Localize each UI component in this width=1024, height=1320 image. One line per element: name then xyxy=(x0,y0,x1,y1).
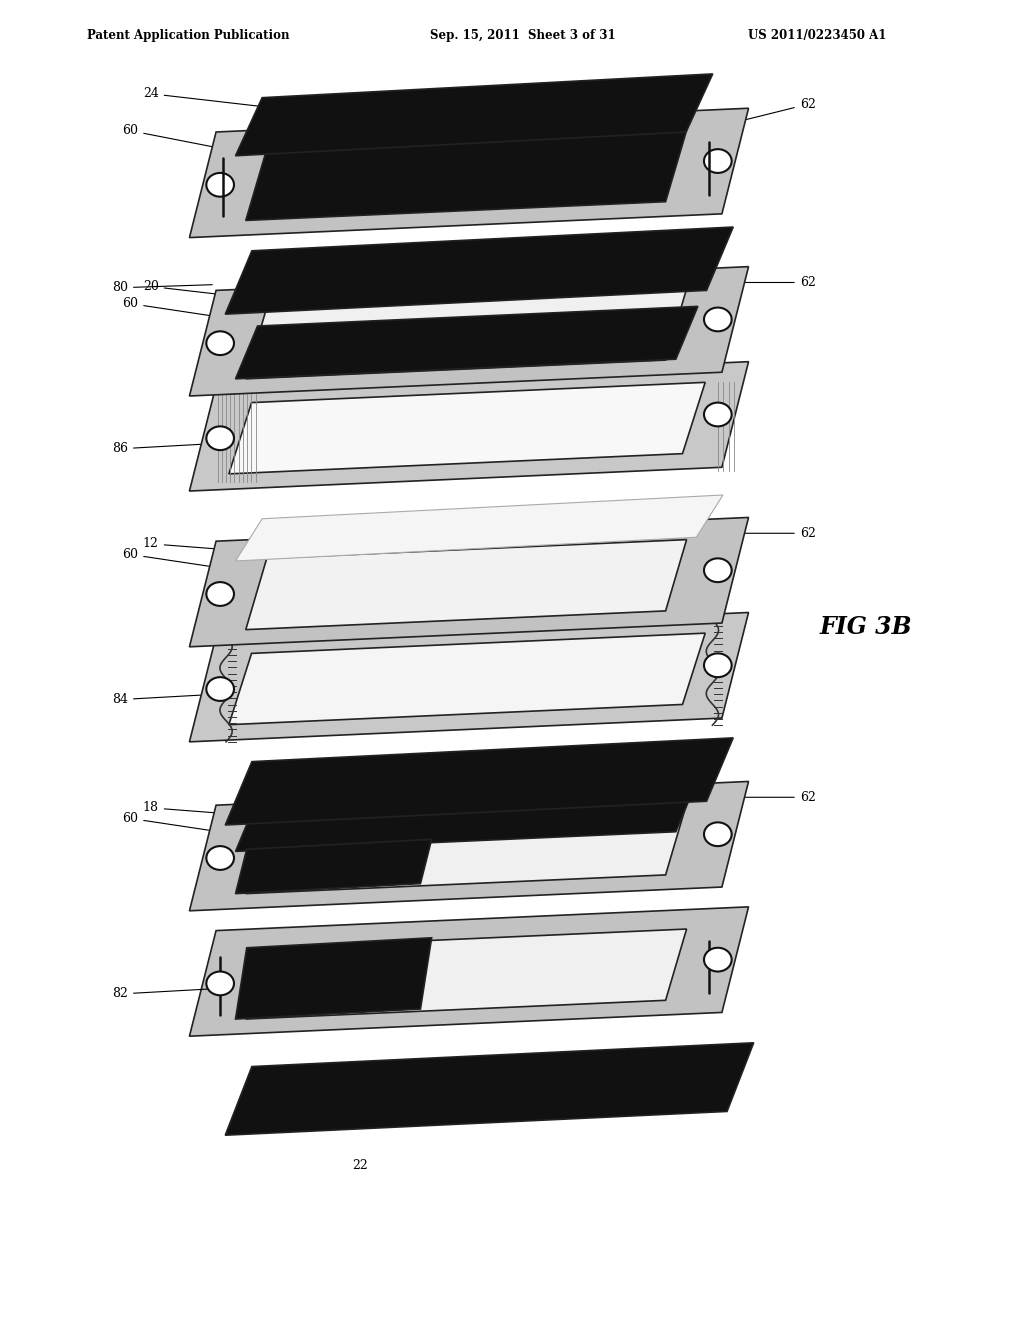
Ellipse shape xyxy=(705,822,731,846)
Text: 62: 62 xyxy=(731,98,816,123)
Polygon shape xyxy=(236,779,698,851)
Ellipse shape xyxy=(207,173,233,197)
Text: 18: 18 xyxy=(142,801,319,821)
Text: 24: 24 xyxy=(142,87,319,114)
Ellipse shape xyxy=(207,846,233,870)
Text: 82: 82 xyxy=(112,987,212,1001)
Polygon shape xyxy=(189,612,749,742)
Ellipse shape xyxy=(705,403,731,426)
Ellipse shape xyxy=(705,149,731,173)
Polygon shape xyxy=(225,738,733,825)
Polygon shape xyxy=(246,540,686,630)
Text: US 2011/0223450 A1: US 2011/0223450 A1 xyxy=(748,29,886,42)
Ellipse shape xyxy=(207,426,233,450)
Ellipse shape xyxy=(207,582,233,606)
Text: 62: 62 xyxy=(731,527,816,540)
Polygon shape xyxy=(236,840,432,894)
Text: 60: 60 xyxy=(122,297,215,317)
Polygon shape xyxy=(189,267,749,396)
Text: 62: 62 xyxy=(731,276,816,289)
Text: 12: 12 xyxy=(142,537,319,557)
Ellipse shape xyxy=(705,653,731,677)
Polygon shape xyxy=(236,306,698,379)
Polygon shape xyxy=(225,227,733,314)
Polygon shape xyxy=(189,362,749,491)
Polygon shape xyxy=(246,131,686,220)
Polygon shape xyxy=(225,1043,754,1135)
Polygon shape xyxy=(189,781,749,911)
Text: Patent Application Publication: Patent Application Publication xyxy=(87,29,290,42)
Polygon shape xyxy=(246,804,686,894)
Polygon shape xyxy=(246,929,686,1019)
Polygon shape xyxy=(236,74,713,156)
Text: 22: 22 xyxy=(352,1159,368,1172)
Polygon shape xyxy=(189,108,749,238)
Polygon shape xyxy=(229,634,706,725)
Ellipse shape xyxy=(207,677,233,701)
Ellipse shape xyxy=(207,972,233,995)
Text: 60: 60 xyxy=(122,812,215,832)
Polygon shape xyxy=(229,383,706,474)
Text: 60: 60 xyxy=(122,548,215,568)
Polygon shape xyxy=(236,937,432,1019)
Text: 80: 80 xyxy=(112,281,212,294)
Text: 84: 84 xyxy=(112,693,212,706)
Polygon shape xyxy=(189,517,749,647)
Ellipse shape xyxy=(705,308,731,331)
Polygon shape xyxy=(246,289,686,379)
Ellipse shape xyxy=(207,331,233,355)
Polygon shape xyxy=(189,907,749,1036)
Text: 20: 20 xyxy=(142,280,319,306)
Ellipse shape xyxy=(705,558,731,582)
Text: FIG 3B: FIG 3B xyxy=(819,615,911,639)
Text: 60: 60 xyxy=(122,124,215,148)
Text: Sep. 15, 2011  Sheet 3 of 31: Sep. 15, 2011 Sheet 3 of 31 xyxy=(430,29,615,42)
Ellipse shape xyxy=(705,948,731,972)
Text: 62: 62 xyxy=(731,791,816,804)
Polygon shape xyxy=(236,495,723,561)
Text: 86: 86 xyxy=(112,442,212,455)
